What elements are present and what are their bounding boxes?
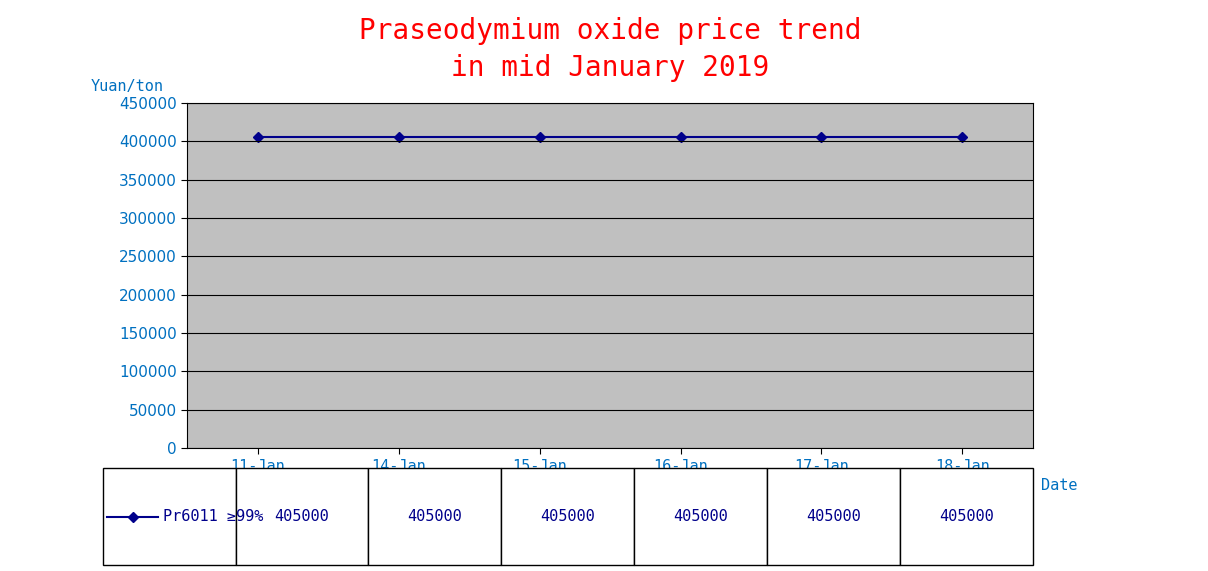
Text: Yuan/ton: Yuan/ton: [91, 79, 163, 94]
Text: Praseodymium oxide price trend
in mid January 2019: Praseodymium oxide price trend in mid Ja…: [359, 17, 861, 82]
Text: Pr6011 ≥99%: Pr6011 ≥99%: [163, 509, 263, 524]
Text: Date: Date: [1041, 477, 1078, 493]
